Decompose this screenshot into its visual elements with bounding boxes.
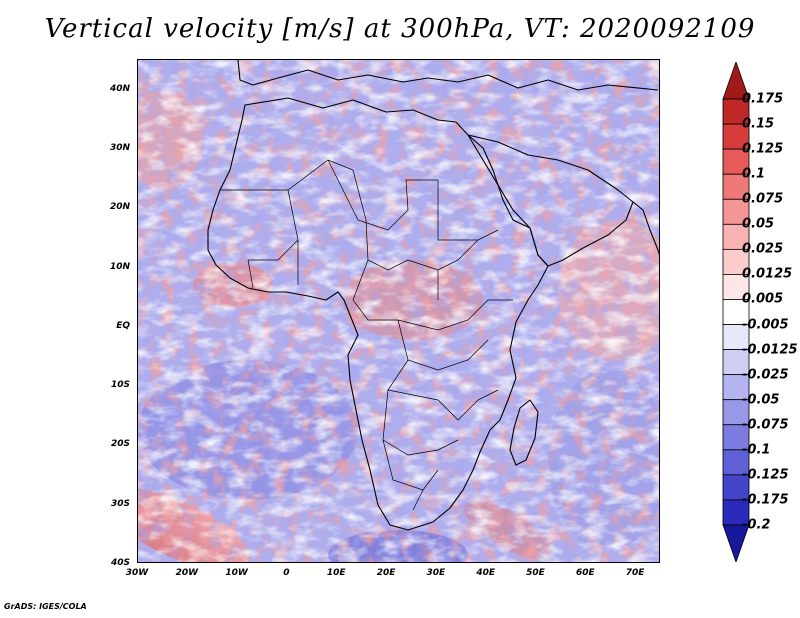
lon-label: 70E [625,568,645,578]
colorbar-label: 0.15 [742,116,775,132]
colorbar-swatch [722,248,750,275]
lon-label: 0 [283,568,290,578]
india-coast [632,201,659,256]
colorbar-label: 0.005 [742,291,784,307]
velocity-field-map [138,60,659,562]
country-borders [220,159,513,511]
lat-label: 20S [110,439,130,450]
lat-label: 10N [109,261,130,272]
colorbar-label: 0.125 [742,141,784,157]
field-texture-white [138,60,659,562]
colorbar-swatch [722,424,750,451]
colorbar-swatch [722,399,750,426]
colorbar-label: 0.05 [742,216,775,232]
colorbar-label: 0.175 [742,91,784,107]
colorbar-label: -0.025 [742,367,789,383]
colorbar-label: -0.0125 [742,342,798,358]
lon-label: 30W [125,568,149,578]
lon-label: 50E [526,568,545,578]
colorbar-swatch [722,148,750,175]
colorbar-label: 0.0125 [742,266,793,282]
lon-label: 20E [376,568,396,578]
colorbar-swatch [722,198,750,225]
colorbar-label: 0.1 [742,166,766,182]
lon-label: 60E [575,568,595,578]
europe-coast [237,60,659,91]
madagascar-coastline [509,399,539,466]
colorbar-swatch [722,223,750,250]
lon-label: 30E [426,568,446,578]
lat-label: 20N [109,202,130,213]
credit-text: GrADS: IGES/COLA [4,602,87,611]
colorbar-label: -0.125 [742,467,789,483]
arabian-peninsula [467,134,634,267]
lat-label: 30S [110,498,130,509]
lat-label: 40S [110,558,130,568]
colorbar-swatch [722,449,750,476]
colorbar-label: 0.075 [742,191,784,207]
lon-label: 10E [326,568,346,578]
lat-label: 30N [109,142,130,153]
colorbar-swatch [722,98,750,125]
map-panel [137,59,660,563]
colorbar-swatch [722,374,750,401]
colorbar-label: -0.175 [742,492,789,508]
colorbar [722,62,750,562]
lon-label: 10W [225,568,248,578]
coastlines [207,60,659,531]
colorbar-label: -0.005 [742,317,789,333]
lat-label: 10S [110,380,130,391]
africa-coastline [207,97,549,531]
colorbar-swatch [722,173,750,200]
colorbar-swatch [722,324,750,350]
colorbar-swatch [722,274,750,300]
colorbar-label: -0.1 [742,442,771,458]
lat-label: 40N [109,83,130,94]
lon-label: 40E [476,568,495,578]
colorbar-label: 0.025 [742,241,784,257]
colorbar-swatch [722,349,750,376]
colorbar-swatch [722,524,750,562]
colorbar-label: -0.05 [742,392,780,408]
colorbar-label: -0.2 [742,517,771,533]
lat-label: EQ [116,320,130,331]
lon-label: 20W [175,568,199,578]
colorbar-swatch [722,123,750,150]
chart-title: Vertical velocity [m/s] at 300hPa, VT: 2… [44,14,756,44]
colorbar-label: -0.075 [742,417,789,433]
